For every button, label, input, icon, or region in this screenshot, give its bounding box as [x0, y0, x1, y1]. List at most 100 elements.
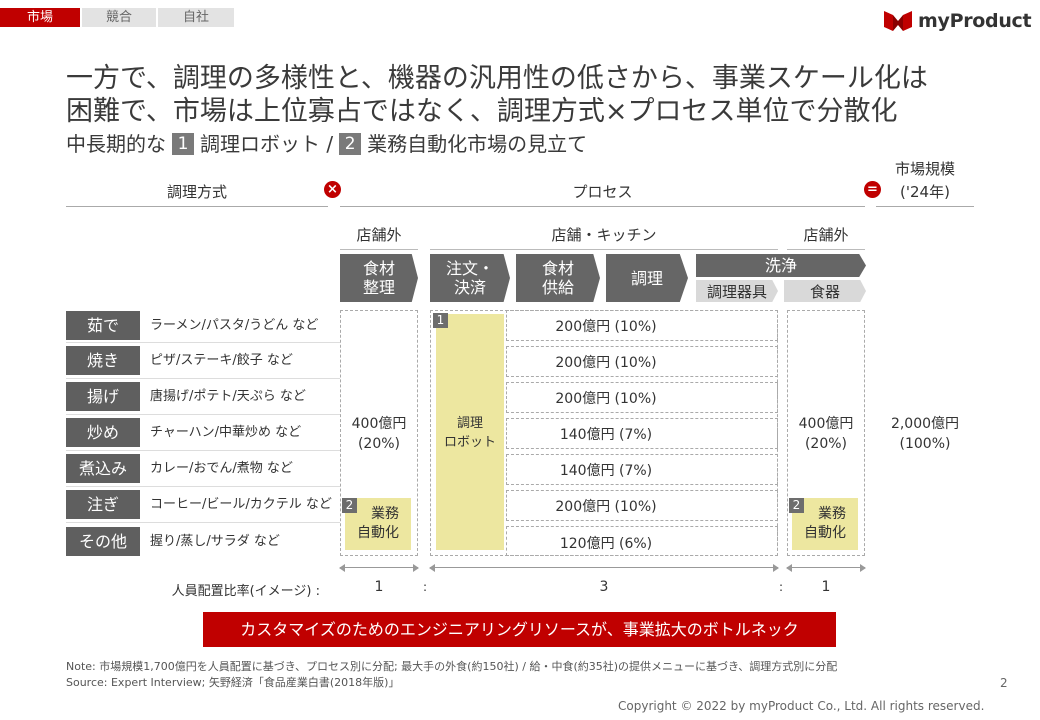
automation-label: 業務 自動化 [345, 505, 411, 543]
staffing-label: 人員配置比率(イメージ) : [171, 584, 320, 599]
page-title: 一方で、調理の多様性と、機器の汎用性の低さから、事業スケール化は 困難で、市場は… [66, 62, 928, 128]
row-divider [66, 450, 340, 451]
subtitle-number-badge-1: 1 [172, 133, 194, 155]
outside-left-total-value: 400億円 [351, 416, 407, 432]
staffing-right: 1 [821, 579, 831, 595]
row-example: ピザ/ステーキ/餃子 など [150, 353, 293, 368]
robot-label-line-2: ロボット [443, 435, 496, 450]
value-cell [506, 490, 778, 521]
bottleneck-callout: カスタマイズのためのエンジニアリングリソースが、事業拡大のボトルネック [203, 612, 836, 647]
divider [340, 249, 418, 250]
row-example: ラーメン/パスタ/うどん など [150, 318, 319, 333]
staffing-separator: : [422, 580, 428, 594]
range-arrow-left [339, 564, 419, 572]
range-arrow-middle [429, 564, 779, 572]
outside-left-total: 400億円 (20%) [340, 414, 418, 454]
outside-right-block [787, 310, 865, 556]
row-label: 煮込み [66, 454, 140, 483]
value-cell [506, 346, 778, 377]
row-value: 140億円 (7%) [559, 427, 653, 443]
row-example: 唐揚げ/ポテト/天ぷら など [150, 389, 306, 404]
staffing-left: 1 [374, 579, 384, 595]
value-cell [506, 382, 778, 413]
staffing-separator: : [778, 580, 784, 594]
value-cell [506, 310, 778, 341]
row-divider [66, 414, 340, 415]
step-ingredient-prep: 食材 整理 [340, 254, 418, 302]
page-subtitle: 中長期的な 1 調理ロボット / 2 業務自動化市場の見立て [66, 131, 587, 157]
step-wash-cookware: 調理器具 [696, 280, 778, 302]
row-label: その他 [66, 527, 140, 556]
staffing-middle: 3 [599, 579, 609, 595]
automation-label-line-2: 自動化 [357, 525, 399, 541]
row-value: 200億円 (10%) [555, 319, 657, 335]
row-divider [66, 378, 340, 379]
subtitle-mid: 調理ロボット / [200, 132, 334, 156]
step-ingredient-supply: 食材 供給 [516, 254, 600, 302]
row-divider [66, 522, 340, 523]
outside-right-total-share: (20%) [804, 436, 848, 452]
robot-tag: 1 [433, 313, 448, 328]
page-number: 2 [1000, 676, 1008, 690]
step-cooking: 調理 [606, 254, 688, 302]
row-divider [66, 486, 340, 487]
divider [787, 249, 865, 250]
robot-label-line-1: 調理 [456, 416, 483, 431]
divider [66, 206, 328, 207]
row-example: 握り/蒸し/サラダ など [150, 534, 280, 549]
copyright: Copyright © 2022 by myProduct Co., Ltd. … [618, 699, 985, 713]
outside-right-total-value: 400億円 [798, 416, 854, 432]
header-market-size: 市場規模 ('24年) [876, 158, 974, 204]
tab-company[interactable]: 自社 [158, 8, 234, 27]
row-value: 120億円 (6%) [559, 536, 653, 552]
row-label: 揚げ [66, 382, 140, 411]
row-label: 焼き [66, 346, 140, 375]
row-value: 200億円 (10%) [555, 391, 657, 407]
group-outside-left: 店舗外 [356, 226, 402, 244]
subtitle-prefix: 中長期的な [66, 132, 166, 156]
title-line-1: 一方で、調理の多様性と、機器の汎用性の低さから、事業スケール化は [66, 63, 928, 94]
value-cell [506, 454, 778, 485]
header-market-size-line-2: ('24年) [900, 183, 950, 201]
subtitle-number-badge-2: 2 [339, 133, 362, 155]
times-icon: × [324, 181, 341, 198]
automation-label-line-2: 自動化 [804, 525, 846, 541]
divider [876, 206, 974, 207]
step-order-payment: 注文・ 決済 [430, 254, 510, 302]
row-value: 200億円 (10%) [555, 499, 657, 515]
row-label: 炒め [66, 418, 140, 447]
divider [340, 206, 865, 207]
tab-competition[interactable]: 競合 [82, 8, 156, 27]
automation-label-line-1: 業務 [818, 506, 846, 522]
tab-market[interactable]: 市場 [0, 8, 80, 27]
row-divider [66, 342, 340, 343]
row-example: カレー/おでん/煮物 など [150, 461, 293, 476]
logo-mark-icon [884, 11, 912, 31]
automation-tag: 2 [789, 498, 804, 513]
header-process: プロセス [572, 183, 633, 201]
equals-icon: = [864, 181, 881, 198]
automation-label: 業務 自動化 [792, 505, 858, 543]
header-market-size-line-1: 市場規模 [894, 160, 955, 178]
step-wash-dishes: 食器 [784, 280, 866, 302]
outside-right-total: 400億円 (20%) [787, 414, 865, 454]
outside-left-total-share: (20%) [357, 436, 401, 452]
row-value: 140億円 (7%) [559, 463, 653, 479]
row-example: チャーハン/中華炒め など [150, 425, 302, 440]
subtitle-suffix: 業務自動化市場の見立て [367, 132, 588, 156]
step-washing: 洗浄 [696, 254, 866, 277]
automation-label-line-1: 業務 [371, 506, 399, 522]
market-total: 2,000億円 (100%) [876, 414, 974, 454]
market-total-share: (100%) [899, 436, 951, 452]
group-outside-right: 店舗外 [803, 226, 849, 244]
logo: myProduct [884, 8, 1034, 34]
row-example: コーヒー/ビール/カクテル など [150, 497, 332, 512]
source: Source: Expert Interview; 矢野経済「食品産業白書(20… [66, 676, 400, 689]
automation-tag: 2 [342, 498, 357, 513]
group-store-kitchen: 店舗・キッチン [551, 226, 657, 244]
header-cooking-method: 調理方式 [166, 183, 227, 201]
range-arrow-right [786, 564, 866, 572]
logo-text: myProduct [918, 10, 1032, 32]
title-line-2: 困難で、市場は上位寡占ではなく、調理方式×プロセス単位で分散化 [66, 96, 898, 127]
row-label: 注ぎ [66, 490, 140, 519]
